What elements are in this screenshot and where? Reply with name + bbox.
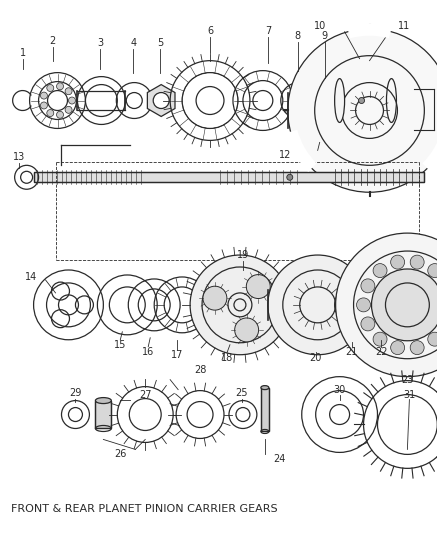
Circle shape [153,93,169,109]
Text: 4: 4 [130,38,136,48]
Circle shape [47,110,54,117]
Circle shape [410,255,424,269]
Circle shape [428,332,438,346]
Circle shape [203,286,227,310]
Circle shape [391,341,405,354]
Circle shape [287,174,293,180]
Text: 31: 31 [403,390,416,400]
Circle shape [357,298,371,312]
Text: 24: 24 [274,455,286,464]
Circle shape [336,233,438,377]
Text: 16: 16 [142,347,154,357]
Circle shape [246,274,270,298]
Text: 20: 20 [310,353,322,363]
Circle shape [361,279,375,293]
Circle shape [47,85,54,92]
Text: 15: 15 [114,340,127,350]
Bar [261,387,269,432]
Circle shape [359,98,364,103]
Circle shape [235,318,258,342]
Wedge shape [347,24,392,38]
Bar [95,401,111,429]
Polygon shape [147,85,175,117]
Text: 30: 30 [333,385,346,394]
Text: 13: 13 [13,152,25,163]
Text: 21: 21 [346,347,358,357]
Text: 11: 11 [398,21,410,31]
Ellipse shape [261,385,269,390]
Text: 29: 29 [69,387,81,398]
Text: 9: 9 [321,31,328,41]
Text: 12: 12 [279,150,291,160]
Text: 2: 2 [49,36,56,46]
Circle shape [40,92,47,99]
Circle shape [373,264,387,278]
Circle shape [57,83,64,90]
Text: 8: 8 [295,31,301,41]
Wedge shape [422,130,438,172]
Bar [34,172,424,182]
Text: 27: 27 [139,390,152,400]
Circle shape [190,255,290,355]
Text: 3: 3 [97,38,103,48]
Circle shape [361,317,375,331]
Circle shape [428,264,438,278]
Bar [34,172,424,182]
Text: 10: 10 [314,21,326,31]
Circle shape [373,332,387,346]
Ellipse shape [95,398,111,403]
Circle shape [312,87,338,114]
Text: 28: 28 [194,365,206,375]
Text: 18: 18 [221,353,233,363]
Bar [339,78,392,123]
Text: 25: 25 [236,387,248,398]
Circle shape [268,255,367,355]
Circle shape [65,106,72,114]
Text: 7: 7 [265,26,271,36]
Ellipse shape [335,78,345,123]
Text: 26: 26 [114,449,127,459]
Text: 19: 19 [237,250,249,260]
Circle shape [371,269,438,341]
Bar [261,387,269,432]
Circle shape [68,97,75,104]
Text: 14: 14 [25,272,37,282]
Text: 22: 22 [375,347,388,357]
Circle shape [65,88,72,95]
Text: FRONT & REAR PLANET PINION CARRIER GEARS: FRONT & REAR PLANET PINION CARRIER GEARS [11,504,277,514]
Circle shape [57,111,64,118]
Circle shape [410,341,424,354]
Text: 23: 23 [401,375,413,385]
Circle shape [288,29,438,192]
Wedge shape [286,130,317,172]
Circle shape [391,255,405,269]
Text: 17: 17 [171,350,184,360]
Circle shape [40,102,47,109]
Text: 5: 5 [157,38,163,48]
Bar [95,401,111,429]
Text: 1: 1 [20,47,26,58]
Text: 6: 6 [207,26,213,36]
